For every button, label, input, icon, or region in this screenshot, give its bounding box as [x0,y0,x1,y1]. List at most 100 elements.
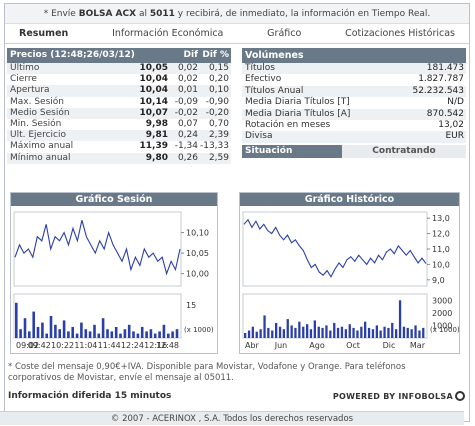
volume-tick-label: 2000 [432,309,452,318]
volume-tick-label: 15 [186,301,196,310]
y-tick-label: 9,0 [432,276,445,285]
infobolsa-logo-icon [455,391,465,401]
price-label: Cierre [10,74,37,85]
price-label: Mínimo anual [10,152,71,163]
volume-bar [422,327,425,338]
price-dif: -0,02 [174,107,198,118]
volume-bar [84,329,88,338]
volume-bar [58,329,61,338]
x-tick-label: 11:04 [74,341,97,350]
volume-label: Títulos Anual [245,85,304,96]
volume-bar [67,331,70,338]
price-dif: -0,09 [174,96,198,107]
volume-bar [119,333,122,338]
x-tick-label: 10:22 [51,341,74,350]
volume-bar [88,331,92,338]
promo-code: BOLSA ACX [78,9,137,19]
volume-bar [317,326,320,338]
volume-bar [15,302,18,338]
volume-bar [110,331,114,338]
volume-tick-label: 1000 [432,321,452,330]
volume-bar [36,327,40,338]
tab-grafico[interactable]: Gráfico [267,28,302,39]
volumes-panel: Volúmenes Títulos 181.473 Efectivo 1.827.78… [242,48,466,158]
tab-cotizaciones-historicas[interactable]: Cotizaciones Históricas [345,28,455,39]
volume-value: 1.827.787 [418,74,464,85]
sms-cost-note: * Coste del mensaje 0,90€+IVA. Disponibl… [8,362,406,383]
volume-label: Efectivo [245,74,282,85]
volume-bar [93,324,96,338]
tab-informacion-economica[interactable]: Información Económica [112,28,224,39]
volume-bar [391,322,394,338]
volume-value: N/D [447,97,464,108]
session-chart: Gráfico Sesión 10,10 10,05 10,00 15 (x 1000)… [10,192,218,354]
volume-bar [106,329,109,338]
x-tick-label: Jun [274,341,288,350]
volume-bar [278,326,282,338]
volume-bar [306,324,309,338]
prices-col-dif: Dif [183,50,198,60]
volume-bar [149,329,153,338]
price-series-line [243,218,427,278]
volume-value: 870.542 [426,108,464,119]
volume-bar [325,325,328,338]
volume-bar [101,318,105,338]
price-row: Apertura 10,04 0,01 0,10 [7,85,231,97]
volume-bar [251,326,254,338]
sms-promo-banner: * Envíe BOLSA ACX al 5011 y recibirá, de… [5,4,469,24]
volume-bar [309,329,313,338]
history-chart: Gráfico Histórico 13,0 12,0 11,0 10,0 9,0 300… [239,192,460,354]
price-value: 11,39 [139,141,168,152]
price-row: Medio Sesión 10,07 -0,02 -0,20 [7,107,231,119]
volume-bar [75,333,79,338]
volume-bar [364,321,367,338]
y-tick-label: 11,0 [432,245,450,254]
volume-bar [379,330,382,338]
volume-bar [406,327,409,338]
promo-mid: al [138,9,147,19]
volume-bar [28,331,31,338]
price-series-line [14,220,181,276]
volume-bar [171,331,174,338]
volume-bar [162,324,166,338]
volume-bar [313,320,316,338]
price-dif: 0,07 [177,118,198,129]
volume-bar [271,330,274,338]
volume-value: 181.473 [426,63,464,73]
volume-bar [132,331,135,338]
price-difpct: 0,15 [208,63,229,73]
volume-bar [54,324,57,338]
y-tick-label: 10,00 [186,270,209,279]
volume-bar [263,315,266,338]
price-value: 9,81 [145,130,168,141]
volume-bar [321,327,324,338]
volume-bar [247,330,251,338]
x-tick-label: 12:16 [144,341,167,350]
volume-bar [80,322,83,338]
x-tick-label: 12:48 [156,341,179,350]
x-tick-label: 09:42 [28,341,51,350]
volume-label: Media Diaria Títulos [A] [245,108,351,119]
volume-bar [275,322,278,338]
x-tick-label: Abr [245,341,260,350]
price-difpct: 0,70 [208,118,229,129]
volume-bar [294,327,297,338]
prices-rows: Último 10,05 0,02 0,15 Cierre 10,04 0,02 0,20 Ap… [7,63,231,164]
history-chart-svg: 13,0 12,0 11,0 10,0 9,0 3000 2000 1000(x 1000) A… [242,211,459,350]
session-chart-title: Gráfico Sesión [11,193,217,206]
y-tick-label: 13,0 [432,214,450,223]
powered-by-infobolsa[interactable]: POWERED BY INFOBOLSA [333,391,465,401]
prices-col-difpct: Dif % [202,50,229,60]
powered-text: POWERED BY INFOBOLSA [332,392,453,401]
tab-resumen[interactable]: Resumen [19,28,69,39]
volumes-header: Volúmenes [242,48,466,63]
main-nav: Resumen Información Económica Gráfico Co… [5,24,469,44]
volume-bar [344,329,347,338]
volume-bar [395,329,398,338]
x-tick-label: 12:24 [121,341,144,350]
price-label: Min. Sesión [10,118,62,129]
y-tick-label: 10,05 [186,249,209,258]
volume-bar [418,330,421,338]
volume-bar [97,333,101,338]
